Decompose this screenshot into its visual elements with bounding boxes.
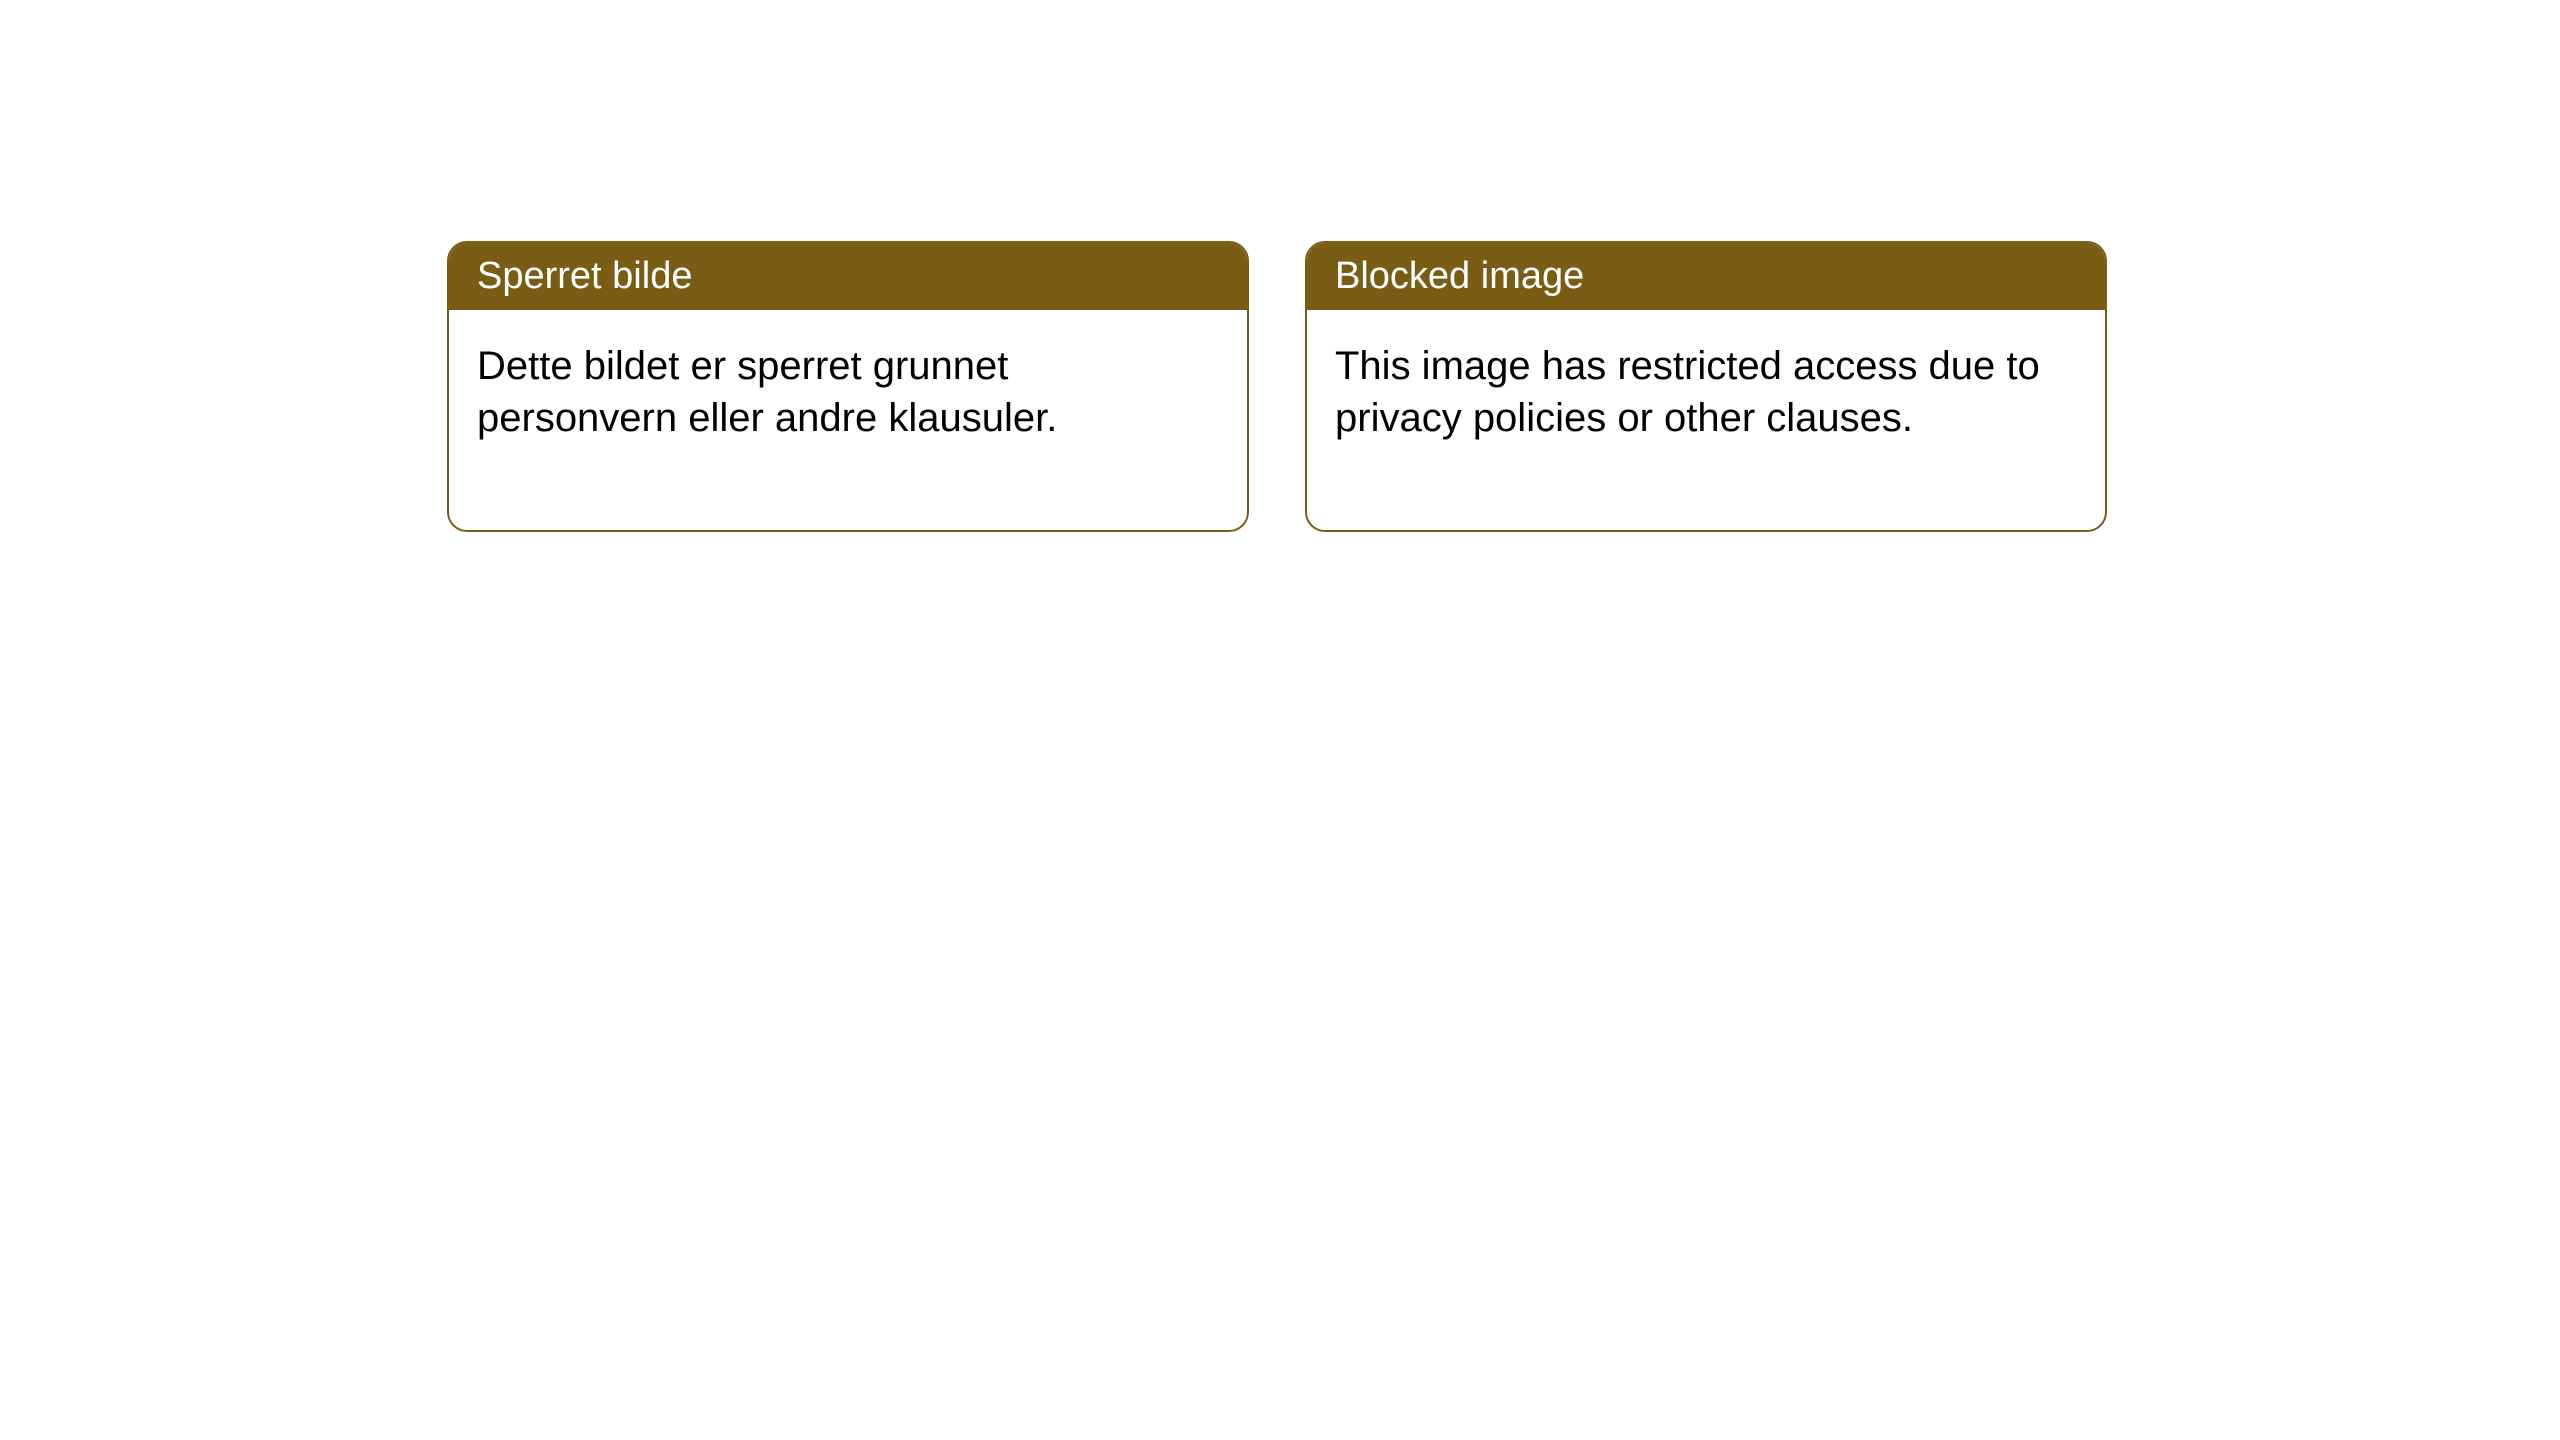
card-title: Sperret bilde [477, 255, 692, 297]
blocked-image-notices: Sperret bilde Dette bildet er sperret gr… [447, 241, 2107, 532]
blocked-image-card-norwegian: Sperret bilde Dette bildet er sperret gr… [447, 241, 1249, 532]
card-body: This image has restricted access due to … [1307, 310, 2105, 530]
blocked-image-card-english: Blocked image This image has restricted … [1305, 241, 2107, 532]
card-title: Blocked image [1335, 255, 1584, 297]
card-message: This image has restricted access due to … [1335, 344, 2040, 440]
card-message: Dette bildet er sperret grunnet personve… [477, 344, 1057, 440]
card-body: Dette bildet er sperret grunnet personve… [449, 310, 1247, 530]
card-header: Blocked image [1307, 243, 2105, 310]
card-header: Sperret bilde [449, 243, 1247, 310]
